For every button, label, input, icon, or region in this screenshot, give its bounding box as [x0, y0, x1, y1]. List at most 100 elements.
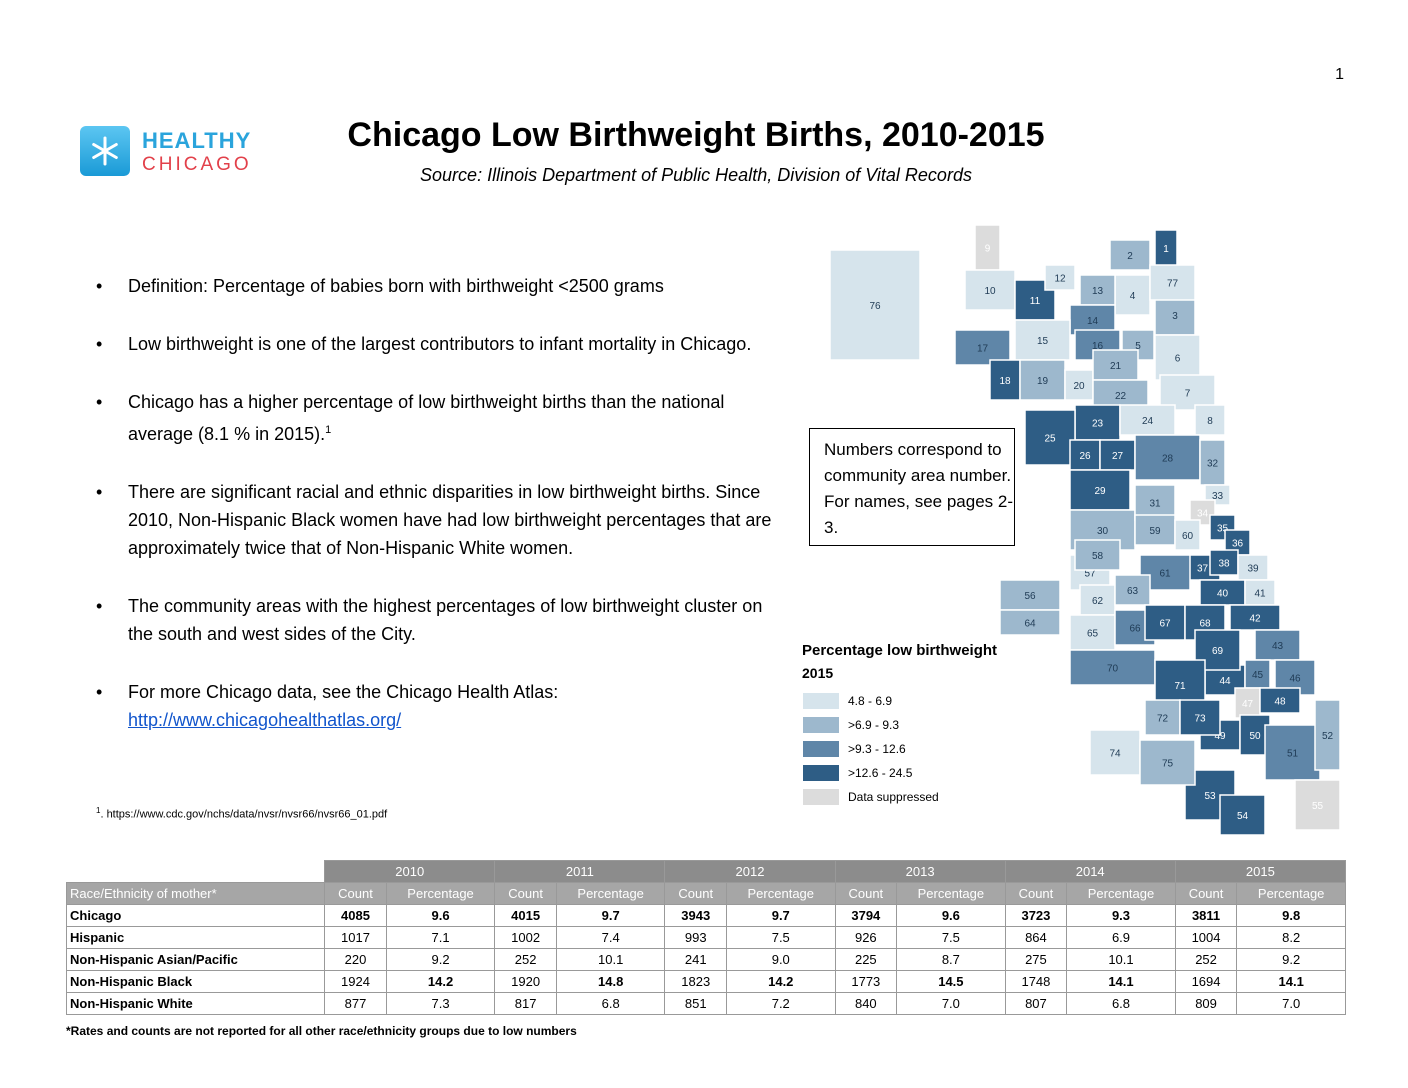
community-area-label: 44 — [1219, 676, 1231, 687]
percentage-cell: 7.0 — [1236, 992, 1346, 1015]
percentage-cell: 9.6 — [385, 904, 496, 927]
community-area-28 — [1134, 434, 1201, 481]
community-area-label: 39 — [1247, 564, 1259, 575]
table-row: Non-Hispanic White 877 7.3 817 6.8 851 7.2 840 7… — [65, 992, 1346, 1015]
community-area-label: 18 — [999, 376, 1011, 387]
community-area-2 — [1109, 239, 1151, 271]
percentage-cell: 6.8 — [555, 992, 666, 1015]
community-area-label: 24 — [1142, 416, 1154, 427]
year-header: 2011 — [494, 860, 666, 883]
community-area-label: 37 — [1197, 564, 1209, 575]
community-area-55 — [1294, 779, 1341, 831]
legend-swatch — [802, 716, 840, 734]
row-label: Non-Hispanic Asian/Pacific — [65, 948, 326, 971]
count-cell: 851 — [664, 992, 727, 1015]
community-area-label: 41 — [1254, 589, 1266, 600]
percentage-cell: 9.8 — [1236, 904, 1346, 927]
percentage-cell: 14.2 — [385, 970, 496, 993]
count-cell: 864 — [1004, 926, 1068, 949]
count-cell: 252 — [1174, 948, 1238, 971]
community-area-label: 40 — [1217, 589, 1229, 600]
bullet-text: Low birthweight is one of the largest co… — [128, 334, 752, 354]
bullet-item: Low birthweight is one of the largest co… — [96, 330, 786, 358]
community-area-label: 56 — [1024, 591, 1036, 602]
community-area-label: 49 — [1214, 731, 1226, 742]
percentage-cell: 7.5 — [726, 926, 836, 949]
row-label: Non-Hispanic White — [65, 992, 326, 1015]
legend-item: Data suppressed — [802, 785, 997, 809]
map-legend: Percentage low birthweight 2015 4.8 - 6.… — [802, 642, 997, 809]
community-area-73 — [1179, 699, 1221, 736]
percentage-cell: 9.3 — [1066, 904, 1176, 927]
percentage-cell: 7.0 — [896, 992, 1006, 1015]
count-header: Count — [834, 882, 898, 905]
count-cell: 1002 — [494, 926, 557, 949]
community-area-18 — [989, 359, 1021, 401]
source-line: Source: Illinois Department of Public He… — [420, 165, 972, 185]
community-area-label: 57 — [1084, 569, 1096, 580]
count-cell: 817 — [494, 992, 557, 1015]
count-cell: 993 — [664, 926, 727, 949]
legend-swatch — [802, 764, 840, 782]
community-area-label: 46 — [1289, 674, 1301, 685]
legend-title: Percentage low birthweight — [802, 642, 998, 659]
community-area-26 — [1069, 439, 1101, 471]
count-cell: 840 — [834, 992, 898, 1015]
bullet-item: Definition: Percentage of babies born wi… — [96, 272, 786, 300]
year-header: 2010 — [324, 860, 496, 883]
community-area-label: 68 — [1199, 619, 1211, 630]
health-atlas-link[interactable]: http://www.chicagohealthatlas.org/ — [128, 710, 402, 730]
footnote: 1. https://www.cdc.gov/nchs/data/nvsr/nv… — [96, 806, 387, 821]
community-area-40 — [1199, 579, 1246, 606]
community-area-label: 75 — [1162, 759, 1174, 770]
community-area-label: 27 — [1112, 451, 1124, 462]
community-area-label: 42 — [1249, 614, 1261, 625]
community-area-label: 26 — [1079, 451, 1091, 462]
count-cell: 1773 — [834, 970, 898, 993]
bullet-text: Chicago has a higher percentage of low b… — [128, 392, 725, 444]
percentage-cell: 8.7 — [896, 948, 1006, 971]
map-callout: Numbers correspond to community area num… — [809, 428, 1015, 546]
community-area-label: 19 — [1037, 376, 1049, 387]
logo-line-2: CHICAGO — [142, 154, 252, 175]
community-area-label: 22 — [1115, 391, 1127, 402]
community-area-9 — [974, 224, 1001, 271]
community-area-label: 76 — [869, 301, 881, 312]
percentage-cell: 7.1 — [385, 926, 496, 949]
community-area-label: 8 — [1207, 416, 1213, 427]
community-area-label: 53 — [1204, 791, 1216, 802]
chicago-star-icon — [80, 126, 130, 176]
community-area-label: 45 — [1252, 670, 1264, 681]
legend-year: 2015 — [802, 665, 834, 681]
community-area-label: 6 — [1175, 354, 1181, 365]
logo-line-1: HEALTHY — [142, 128, 252, 153]
bullet-item: For more Chicago data, see the Chicago H… — [96, 678, 786, 734]
community-area-label: 47 — [1242, 699, 1254, 710]
community-area-label: 36 — [1232, 539, 1244, 550]
page-number: 1 — [1335, 66, 1344, 83]
community-area-label: 60 — [1182, 531, 1194, 542]
table-row: Non-Hispanic Asian/Pacific 220 9.2 252 10.1 2… — [65, 948, 1346, 971]
community-area-label: 10 — [984, 286, 996, 297]
community-area-12 — [1044, 264, 1076, 291]
community-area-label: 25 — [1044, 434, 1056, 445]
legend-swatch — [802, 740, 840, 758]
count-cell: 1004 — [1174, 926, 1238, 949]
community-area-label: 15 — [1037, 336, 1049, 347]
count-cell: 252 — [494, 948, 557, 971]
community-area-label: 62 — [1092, 596, 1104, 607]
community-area-77 — [1149, 264, 1196, 301]
community-area-label: 65 — [1087, 629, 1099, 640]
count-header: Count — [324, 882, 387, 905]
community-area-70 — [1069, 649, 1156, 686]
community-area-label: 54 — [1237, 811, 1249, 822]
bullet-item: The community areas with the highest per… — [96, 592, 786, 648]
count-cell: 4085 — [324, 904, 387, 927]
percentage-header: Percentage — [726, 882, 836, 905]
percentage-cell: 14.5 — [896, 970, 1006, 993]
percentage-cell: 9.7 — [555, 904, 666, 927]
footnote-marker: 1 — [325, 424, 332, 436]
percentage-header: Percentage — [1066, 882, 1176, 905]
community-area-17 — [954, 329, 1011, 366]
legend-item: >6.9 - 9.3 — [802, 713, 997, 737]
